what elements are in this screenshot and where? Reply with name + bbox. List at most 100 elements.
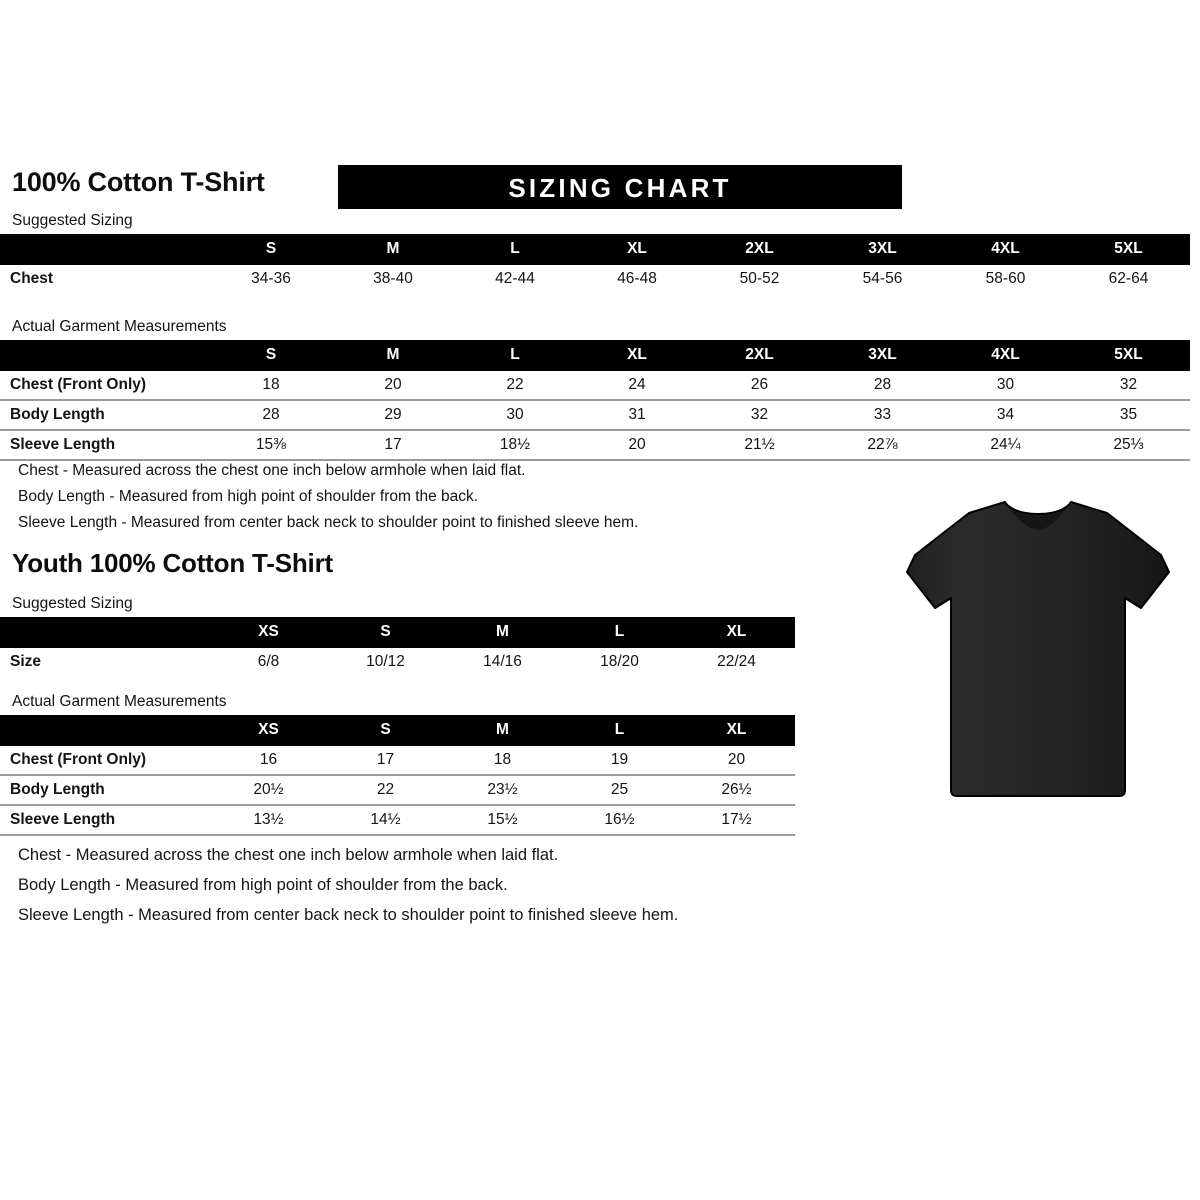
- table-body: Chest (Front Only) 16 17 18 19 20 Body Length 2…: [0, 746, 795, 836]
- column-header-4xl: 4XL: [991, 346, 1020, 363]
- table-cell: 16: [210, 746, 327, 775]
- table-body: Chest (Front Only) 18 20 22 24 26 28 30 32 Body L…: [0, 371, 1190, 461]
- table-cell: 6/8: [210, 648, 327, 676]
- column-header-xl: XL: [627, 240, 647, 257]
- column-header-rowlabel: [0, 234, 210, 265]
- column-header-s: S: [265, 346, 277, 363]
- table-cell: 20½: [210, 774, 327, 805]
- table-cell: 38-40: [332, 265, 454, 293]
- tshirt-product-image: [893, 480, 1183, 810]
- table-cell: 14/16: [444, 648, 561, 676]
- table-cell: 33: [821, 399, 944, 430]
- youth-actual-measurements-label: Actual Garment Measurements: [12, 693, 227, 710]
- column-header-4xl: 4XL: [991, 240, 1020, 257]
- note-line: Body Length - Measured from high point o…: [18, 488, 479, 505]
- table-cell: 26: [698, 371, 821, 400]
- adult-measurement-notes: Chest - Measured across the chest one in…: [18, 458, 638, 536]
- table-cell: 16½: [561, 804, 678, 836]
- table-cell: 15½: [444, 804, 561, 836]
- column-header-rowlabel: [0, 340, 210, 371]
- table-row: Body Length 20½ 22 23½ 25 26½: [0, 774, 795, 805]
- column-header-3xl: 3XL: [868, 240, 897, 257]
- table-cell: 24: [576, 371, 698, 400]
- row-label: Body Length: [0, 399, 210, 430]
- adult-actual-measurements-table: S M L XL 2XL 3XL 4XL 5XL Chest (Front Only) 18 20…: [0, 340, 1190, 461]
- table-cell: 20: [332, 371, 454, 400]
- table-cell: 21½: [698, 429, 821, 461]
- table-cell: 32: [1067, 371, 1190, 400]
- table-cell: 46-48: [576, 265, 698, 293]
- column-header-xl: XL: [627, 346, 647, 363]
- table-cell: 29: [332, 399, 454, 430]
- note-line: Sleeve Length - Measured from center bac…: [18, 514, 639, 531]
- table-cell: 50-52: [698, 265, 821, 293]
- youth-suggested-sizing-label: Suggested Sizing: [12, 595, 133, 612]
- table-cell: 34-36: [210, 265, 332, 293]
- column-header-2xl: 2XL: [745, 346, 774, 363]
- table-cell: 30: [454, 399, 576, 430]
- column-header-s: S: [265, 240, 277, 257]
- row-label: Sleeve Length: [0, 429, 210, 461]
- table-cell: 14½: [327, 804, 444, 836]
- table-cell: 25: [561, 774, 678, 805]
- column-header-s: S: [380, 721, 391, 738]
- youth-measurement-notes: Chest - Measured across the chest one in…: [18, 840, 678, 930]
- table-row: Size 6/8 10/12 14/16 18/20 22/24: [0, 648, 795, 676]
- column-header-xl: XL: [726, 623, 747, 640]
- table-cell: 58-60: [944, 265, 1067, 293]
- sizing-chart-banner: SIZING CHART: [338, 165, 902, 209]
- table-row: Sleeve Length 13½ 14½ 15½ 16½ 17½: [0, 804, 795, 836]
- note-line: Chest - Measured across the chest one in…: [18, 846, 559, 864]
- column-header-rowlabel: [0, 715, 210, 746]
- column-header-m: M: [386, 346, 400, 363]
- column-header-l: L: [614, 623, 625, 640]
- table-cell: 19: [561, 746, 678, 775]
- table-body: Size 6/8 10/12 14/16 18/20 22/24: [0, 648, 795, 676]
- table-row: Sleeve Length 15⅜ 17 18½ 20 21½ 22⅞ 24¼ 25⅓: [0, 429, 1190, 461]
- table-cell: 54-56: [821, 265, 944, 293]
- table-cell: 25⅓: [1067, 429, 1190, 461]
- table-cell: 18/20: [561, 648, 678, 676]
- row-label: Sleeve Length: [0, 804, 210, 836]
- table-cell: 28: [821, 371, 944, 400]
- table-cell: 18½: [454, 429, 576, 461]
- column-header-xs: XS: [258, 623, 279, 640]
- table-cell: 32: [698, 399, 821, 430]
- tshirt-icon: [906, 501, 1170, 797]
- adult-actual-measurements-label: Actual Garment Measurements: [12, 318, 227, 335]
- column-header-m: M: [496, 623, 509, 640]
- column-header-s: S: [380, 623, 391, 640]
- table-cell: 15⅜: [210, 429, 332, 461]
- sizing-chart-banner-label: SIZING CHART: [508, 173, 732, 203]
- row-label: Size: [0, 648, 210, 676]
- table-row: Body Length 28 29 30 31 32 33 34 35: [0, 399, 1190, 430]
- table-cell: 34: [944, 399, 1067, 430]
- youth-actual-measurements-table: XS S M L XL Chest (Front Only) 16 17 18 19 20 Body…: [0, 715, 795, 836]
- row-label: Chest (Front Only): [0, 746, 210, 775]
- column-header-3xl: 3XL: [868, 346, 897, 363]
- column-header-xl: XL: [726, 721, 747, 738]
- column-header-5xl: 5XL: [1114, 240, 1143, 257]
- table-cell: 22: [454, 371, 576, 400]
- adult-suggested-sizing-table: S M L XL 2XL 3XL 4XL 5XL Chest 34-36 38-40 42-44 46…: [0, 234, 1190, 293]
- column-header-5xl: 5XL: [1114, 346, 1143, 363]
- table-header-row: XS S M L XL: [0, 617, 795, 648]
- table-row: Chest (Front Only) 18 20 22 24 26 28 30 32: [0, 371, 1190, 400]
- note-line: Sleeve Length - Measured from center bac…: [18, 906, 679, 924]
- table-header-row: S M L XL 2XL 3XL 4XL 5XL: [0, 234, 1190, 265]
- adult-suggested-sizing-label: Suggested Sizing: [12, 212, 133, 229]
- table-cell: 17: [332, 429, 454, 461]
- youth-section-title: Youth 100% Cotton T-Shirt: [12, 548, 333, 578]
- adult-header: 100% Cotton T-Shirt SIZING CHART: [12, 165, 1188, 213]
- table-cell: 13½: [210, 804, 327, 836]
- table-cell: 28: [210, 399, 332, 430]
- table-cell: 20: [678, 746, 795, 775]
- table-cell: 26½: [678, 774, 795, 805]
- table-cell: 22: [327, 774, 444, 805]
- row-label: Body Length: [0, 774, 210, 805]
- table-cell: 18: [444, 746, 561, 775]
- column-header-l: L: [614, 721, 625, 738]
- column-header-2xl: 2XL: [745, 240, 774, 257]
- table-cell: 30: [944, 371, 1067, 400]
